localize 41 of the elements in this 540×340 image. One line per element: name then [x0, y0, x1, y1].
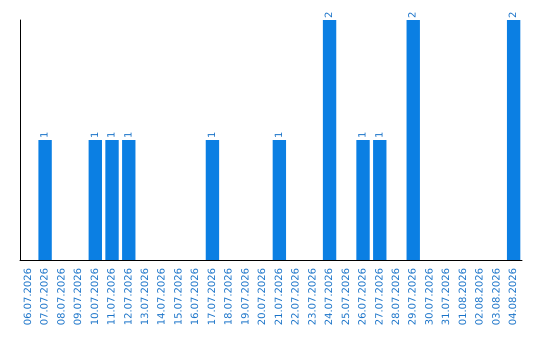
x-tick-label: 16.07.2026 — [190, 268, 202, 326]
data-label: 1 — [40, 132, 51, 138]
x-tick-label: 10.07.2026 — [90, 268, 101, 326]
data-label: 1 — [274, 132, 285, 138]
data-label: 1 — [374, 132, 386, 138]
data-label: 1 — [206, 132, 218, 138]
x-tick-label: 11.07.2026 — [106, 268, 118, 326]
x-tick-label: 08.07.2026 — [56, 268, 68, 326]
x-tick-label: 20.07.2026 — [257, 268, 268, 326]
x-tick-label: 28.07.2026 — [391, 268, 402, 326]
data-label: 1 — [106, 132, 118, 138]
x-tick-label: 02.08.2026 — [474, 268, 486, 326]
x-tick-label: 30.07.2026 — [424, 268, 436, 326]
data-label: 2 — [408, 12, 419, 18]
x-tick-label: 27.07.2026 — [374, 268, 386, 326]
data-label: 2 — [324, 12, 336, 18]
x-tick-label: 09.07.2026 — [73, 268, 84, 326]
x-tick-label: 01.08.2026 — [458, 268, 469, 326]
x-tick-label: 18.07.2026 — [224, 268, 235, 326]
data-label: 1 — [123, 132, 134, 138]
x-tick-label: 23.07.2026 — [307, 268, 318, 326]
x-tick-label: 24.07.2026 — [324, 268, 336, 326]
x-tick-label: 12.07.2026 — [123, 268, 134, 326]
x-tick-label: 17.07.2026 — [206, 268, 218, 326]
x-tick-label: 06.07.2026 — [22, 268, 34, 326]
x-tick-label: 04.08.2026 — [508, 268, 520, 326]
x-tick-label: 14.07.2026 — [156, 268, 168, 326]
x-tick-label: 07.07.2026 — [40, 268, 51, 326]
x-tick-label: 26.07.2026 — [358, 268, 369, 326]
x-tick-label: 25.07.2026 — [340, 268, 352, 326]
x-tick-label: 13.07.2026 — [140, 268, 151, 326]
x-tick-label: 19.07.2026 — [240, 268, 252, 326]
data-label: 1 — [90, 132, 101, 138]
x-tick-label: 31.07.2026 — [441, 268, 452, 326]
x-tick-label: 21.07.2026 — [274, 268, 285, 326]
data-label: 1 — [358, 132, 369, 138]
x-tick-label: 03.08.2026 — [491, 268, 502, 326]
x-tick-label: 15.07.2026 — [173, 268, 184, 326]
x-tick-label: 22.07.2026 — [290, 268, 302, 326]
data-label: 2 — [508, 12, 520, 18]
x-tick-label: 29.07.2026 — [408, 268, 419, 326]
